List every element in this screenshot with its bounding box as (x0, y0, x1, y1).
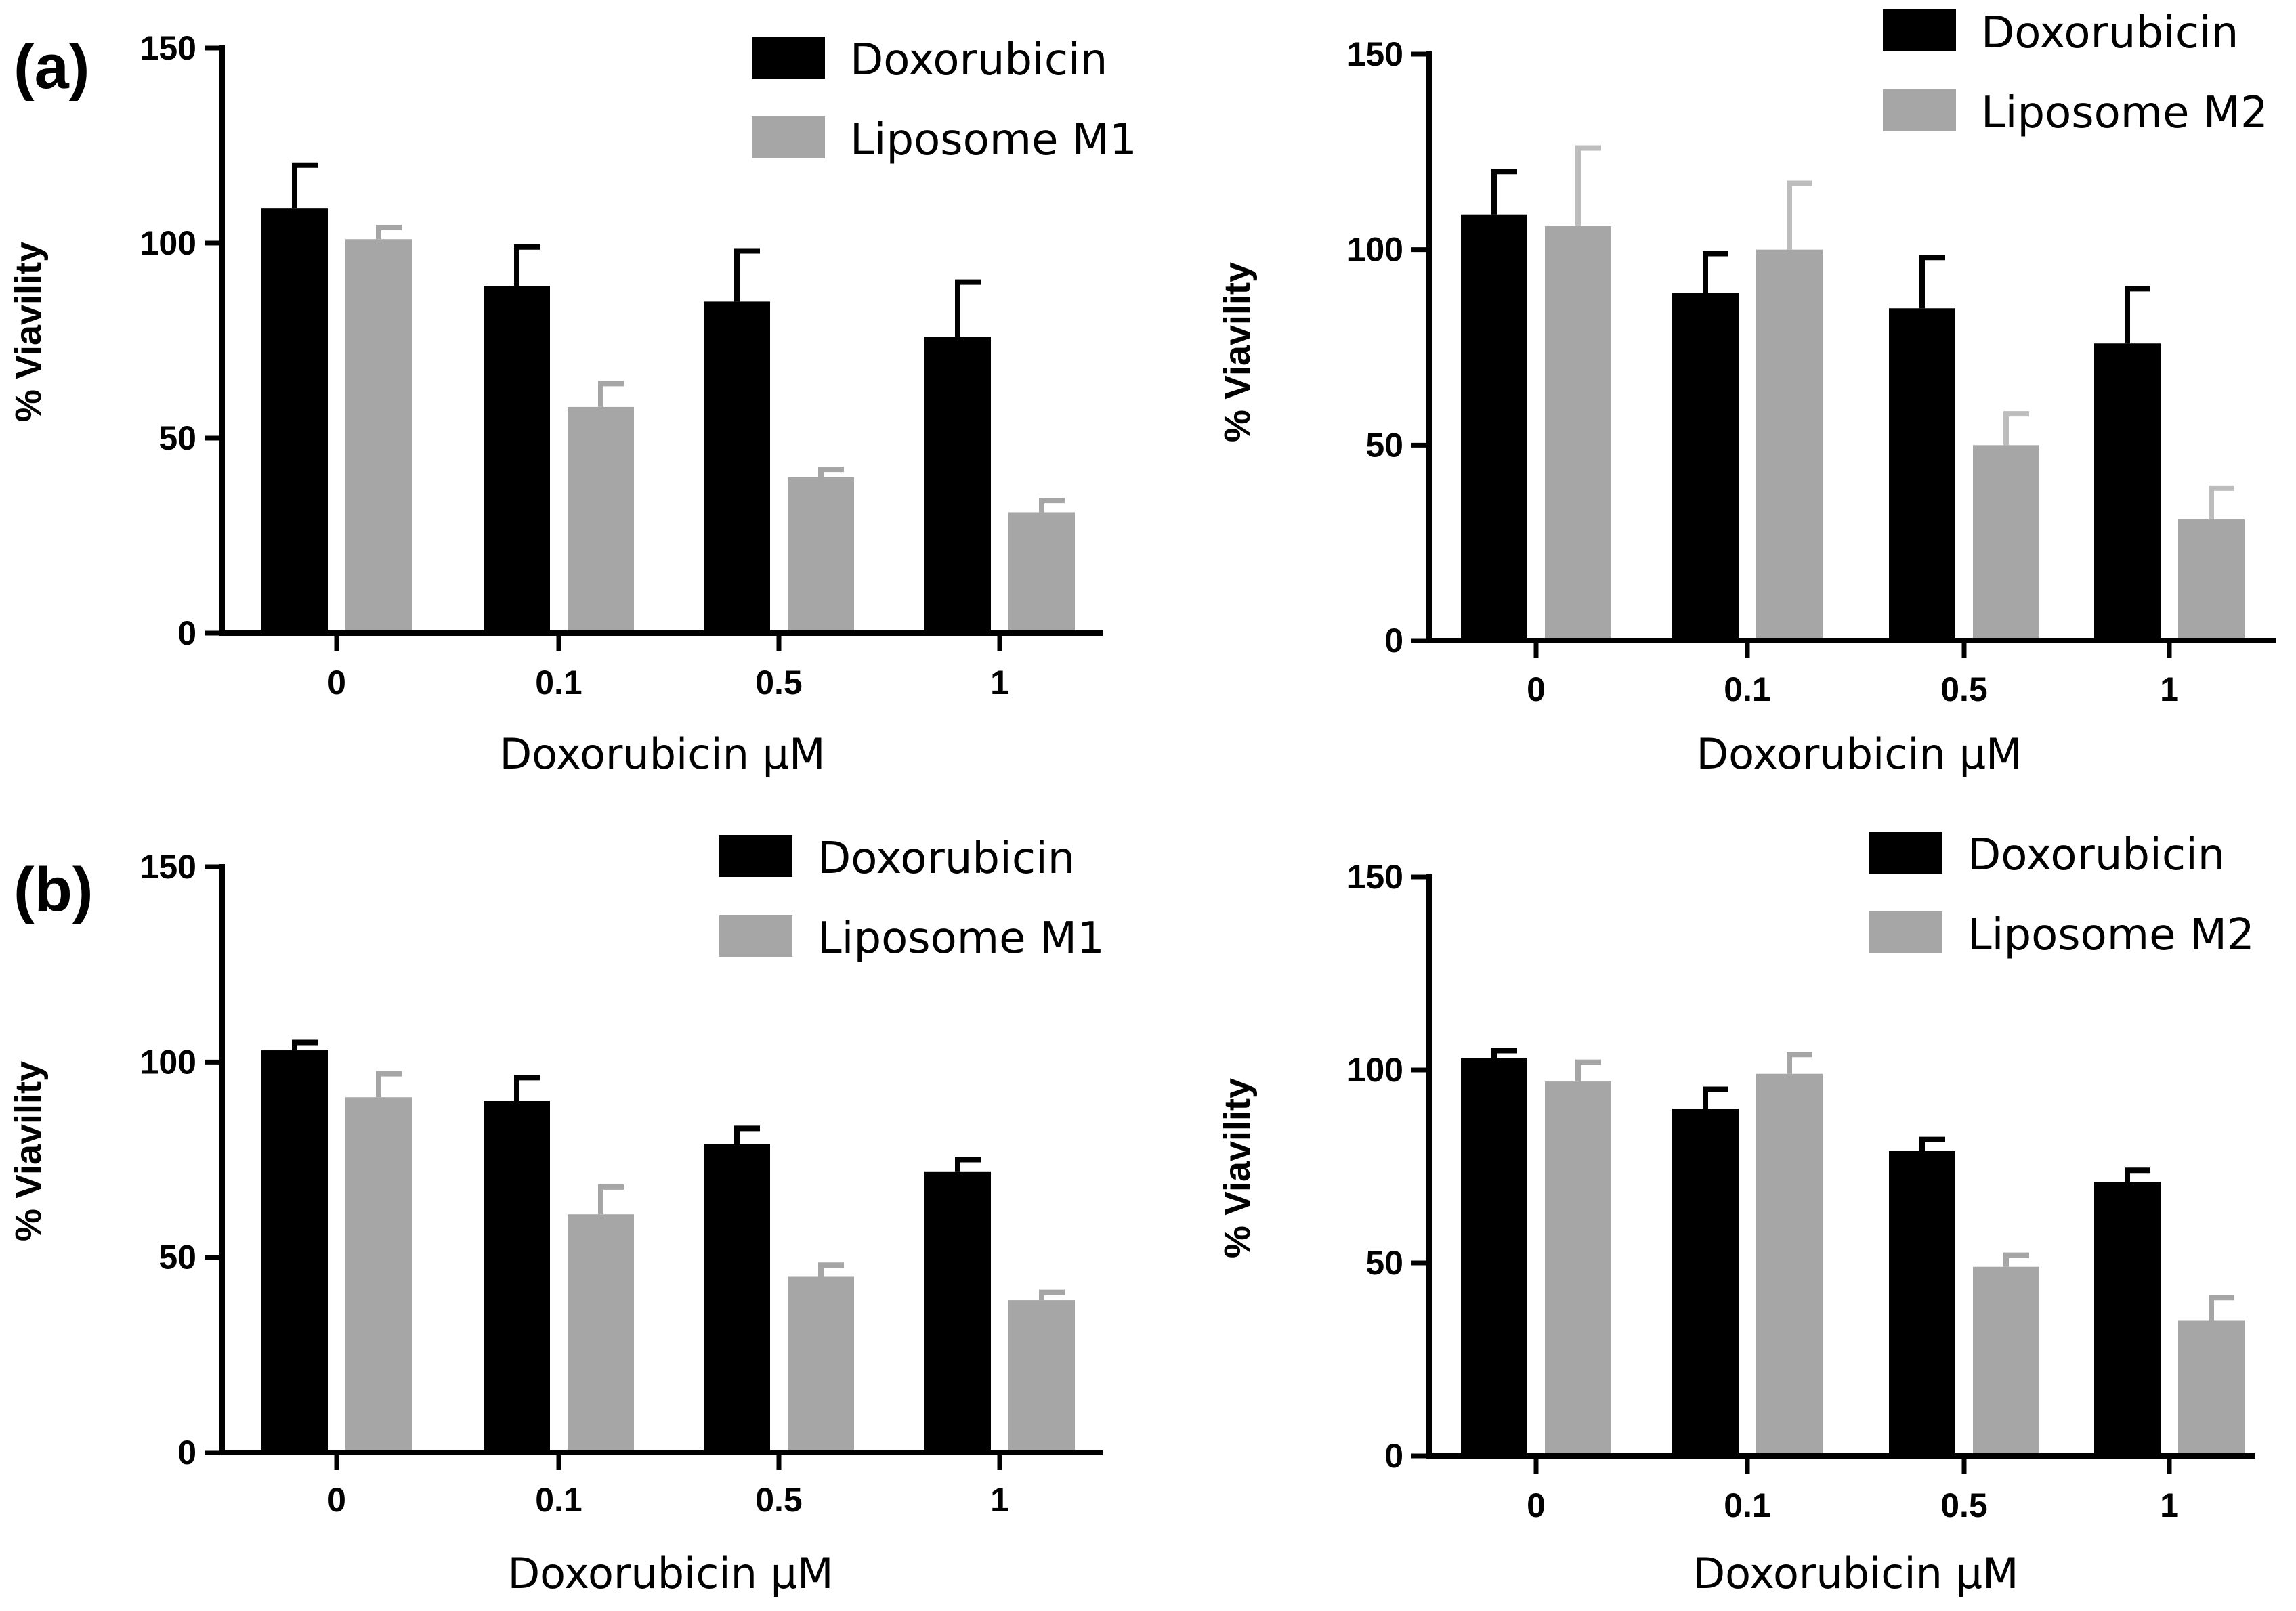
legend-swatch-doxorubicin (1869, 832, 1942, 874)
y-tick-label-100: 100 (140, 224, 196, 262)
x-tick-label-3: 1 (2160, 670, 2179, 708)
y-tick-label-150: 150 (140, 848, 196, 886)
bar-doxorubicin-0 (261, 208, 328, 633)
x-tick-label-3: 1 (990, 664, 1009, 702)
x-tick-label-0: 0 (1527, 1486, 1546, 1524)
x-axis-title: Doxorubicin μM (1693, 1549, 2018, 1598)
x-axis-title: Doxorubicin μM (1696, 729, 2022, 779)
legend-swatch-liposome (719, 915, 792, 957)
x-tick-label-2: 0.5 (755, 1481, 803, 1519)
legend-label-liposome: Liposome M1 (817, 914, 1105, 964)
bar-liposome-2 (788, 477, 854, 633)
y-axis-title: % Viavility (1217, 262, 1258, 442)
y-tick-label-150: 150 (1347, 35, 1403, 73)
y-tick-label-0: 0 (177, 1434, 196, 1472)
y-tick-label-0: 0 (1384, 622, 1403, 660)
x-tick-label-2: 0.5 (755, 664, 803, 702)
legend-label-doxorubicin: Doxorubicin (817, 834, 1075, 884)
bar-doxorubicin-3 (2094, 1182, 2161, 1456)
x-tick-label-1: 0.1 (1724, 670, 1771, 708)
bar-doxorubicin-3 (924, 337, 991, 633)
y-tick-label-0: 0 (1384, 1437, 1403, 1475)
legend-swatch-liposome (1883, 89, 1956, 131)
x-tick-label-0: 0 (327, 1481, 346, 1519)
bar-liposome-0 (1545, 226, 1611, 641)
x-tick-label-3: 1 (990, 1481, 1009, 1519)
y-axis-title: % Viavility (1217, 1078, 1258, 1258)
bar-liposome-3 (2178, 1320, 2245, 1456)
y-tick-label-100: 100 (1347, 231, 1403, 269)
bar-doxorubicin-3 (924, 1171, 991, 1453)
bar-doxorubicin-1 (484, 1101, 550, 1453)
bar-doxorubicin-0 (1461, 1058, 1527, 1456)
bar-doxorubicin-1 (1672, 293, 1739, 641)
legend-label-doxorubicin: Doxorubicin (1981, 8, 2238, 58)
bar-liposome-2 (1973, 1266, 2039, 1456)
y-tick-label-50: 50 (1365, 426, 1403, 464)
legend-swatch-liposome (752, 116, 825, 158)
bar-doxorubicin-2 (704, 301, 770, 633)
x-tick-label-1: 0.1 (1724, 1486, 1771, 1524)
bar-liposome-0 (345, 1097, 412, 1453)
x-tick-label-1: 0.1 (535, 664, 582, 702)
legend-label-doxorubicin: Doxorubicin (1968, 830, 2225, 880)
y-tick-label-0: 0 (177, 614, 196, 652)
legend-swatch-liposome (1869, 911, 1942, 953)
x-tick-label-3: 1 (2160, 1486, 2179, 1524)
x-tick-label-2: 0.5 (1940, 1486, 1988, 1524)
y-tick-label-50: 50 (158, 419, 196, 457)
chart-b-left: 0 50 100 150 0 0.1 0.5 1 % Viavility Doxorubicin … (8, 834, 1105, 1598)
bar-liposome-3 (1008, 1300, 1075, 1453)
bar-doxorubicin-2 (1889, 1151, 1955, 1456)
x-tick-label-0: 0 (327, 664, 346, 702)
bar-liposome-2 (788, 1276, 854, 1453)
legend-label-liposome: Liposome M2 (1968, 910, 2255, 960)
bar-liposome-3 (2178, 519, 2245, 641)
y-tick-label-50: 50 (1365, 1244, 1403, 1282)
x-tick-label-1: 0.1 (535, 1481, 582, 1519)
legend-label-doxorubicin: Doxorubicin (850, 35, 1107, 85)
bar-liposome-0 (345, 239, 412, 633)
y-tick-label-150: 150 (1347, 858, 1403, 896)
chart-a-right: 0 50 100 150 0 0.1 0.5 1 % Viavility Doxorubicin … (1217, 8, 2276, 779)
bar-liposome-1 (568, 1214, 634, 1453)
y-tick-label-100: 100 (140, 1043, 196, 1081)
bar-liposome-2 (1973, 445, 2039, 641)
bar-liposome-1 (1756, 1073, 1823, 1456)
panel-label-b: (b) (14, 855, 93, 924)
chart-a-left: 0 50 100 150 0 0.1 0.5 1 % Viavility Doxorubicin … (8, 29, 1137, 779)
legend-swatch-doxorubicin (752, 37, 825, 79)
bar-doxorubicin-0 (1461, 214, 1527, 641)
bar-liposome-1 (1756, 249, 1823, 641)
bar-doxorubicin-2 (704, 1144, 770, 1453)
x-axis-title: Doxorubicin μM (499, 729, 825, 779)
bar-doxorubicin-1 (1672, 1109, 1739, 1456)
legend-label-liposome: Liposome M1 (850, 115, 1137, 165)
chart-b-right: 0 50 100 150 0 0.1 0.5 1 % Viavility Doxorubicin … (1217, 830, 2255, 1598)
bar-doxorubicin-1 (484, 286, 550, 633)
x-tick-label-2: 0.5 (1940, 670, 1988, 708)
bar-doxorubicin-3 (2094, 343, 2161, 641)
legend-label-liposome: Liposome M2 (1981, 88, 2268, 138)
x-axis-title: Doxorubicin μM (507, 1549, 833, 1598)
bar-liposome-0 (1545, 1081, 1611, 1456)
legend-swatch-doxorubicin (719, 835, 792, 877)
x-tick-label-0: 0 (1527, 670, 1546, 708)
bar-doxorubicin-0 (261, 1050, 328, 1453)
bar-liposome-3 (1008, 512, 1075, 633)
panel-label-a: (a) (14, 33, 89, 102)
y-tick-label-50: 50 (158, 1239, 196, 1276)
legend-swatch-doxorubicin (1883, 9, 1956, 51)
y-tick-label-150: 150 (140, 29, 196, 67)
bar-liposome-1 (568, 406, 634, 633)
bar-doxorubicin-2 (1889, 308, 1955, 641)
y-axis-title: % Viavility (8, 242, 49, 422)
y-tick-label-100: 100 (1347, 1051, 1403, 1089)
y-axis-title: % Viavility (8, 1061, 49, 1241)
